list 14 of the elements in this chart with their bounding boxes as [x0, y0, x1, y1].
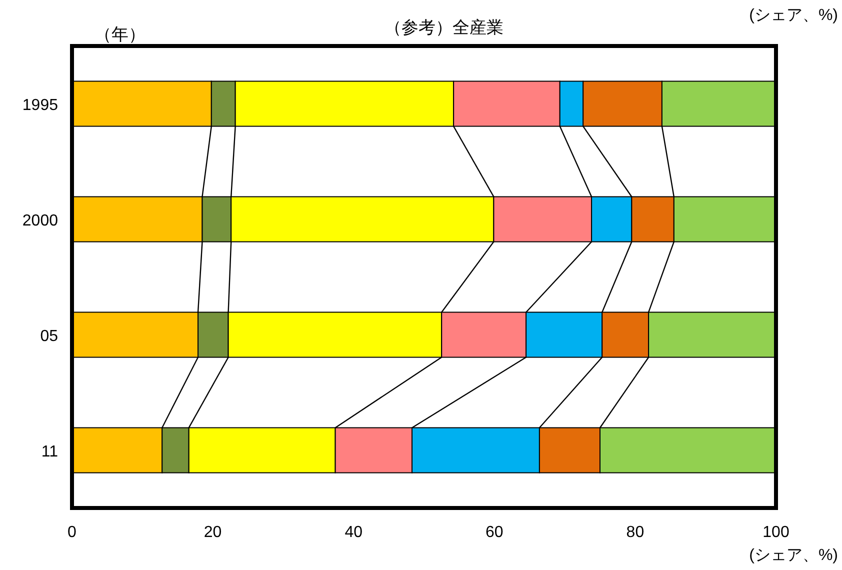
x-tick-label: 60 [486, 524, 504, 541]
x-tick-label: 20 [204, 524, 222, 541]
x-tick-label: 0 [68, 524, 77, 541]
y-tick-label: 2000 [22, 212, 58, 230]
chart-title: （参考）全産業 [384, 18, 504, 37]
x-tick-label: 40 [344, 524, 363, 541]
x-axis-title: (シェア、%) [749, 547, 838, 564]
y-tick-label: 1995 [22, 96, 58, 114]
y-tick-label: 11 [41, 443, 58, 460]
text: (シェア、%) [749, 7, 838, 24]
y-tick-label: 05 [40, 328, 58, 345]
x-tick-label: 100 [762, 524, 790, 541]
text: （年） [94, 25, 146, 44]
x-tick-label: 80 [626, 524, 644, 541]
